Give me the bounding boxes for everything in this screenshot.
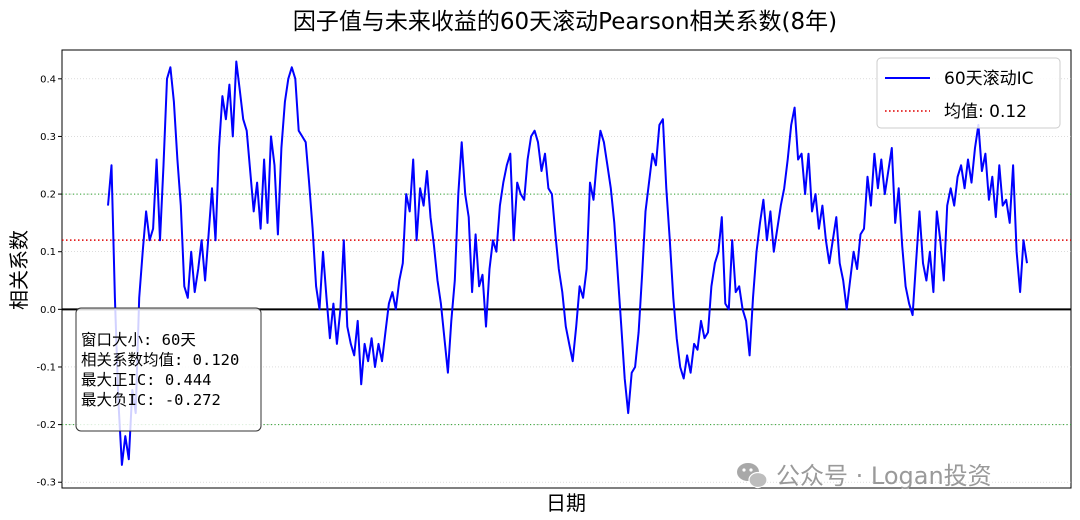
- watermark: 公众号 · Logan投资: [737, 462, 992, 490]
- series-line-ic: [107, 60, 1028, 466]
- legend-box: [876, 57, 1061, 129]
- stats-mean: 相关系数均值: 0.120: [81, 351, 239, 369]
- y-tick-label: -0.3: [36, 478, 56, 489]
- stats-max-positive: 最大正IC: 0.444: [81, 371, 212, 389]
- stats-window: 窗口大小: 60天: [81, 331, 196, 349]
- series-lines: [107, 60, 1028, 466]
- y-tick-label: -0.2: [36, 420, 56, 431]
- legend-label-mean: 均值: 0.12: [944, 102, 1027, 122]
- y-tick-label: 0.3: [40, 132, 56, 143]
- y-tick-label: 0.1: [40, 247, 56, 258]
- y-axis-label: 相关系数: [7, 230, 31, 310]
- x-axis-label: 日期: [546, 491, 586, 515]
- y-tick-label: 0.2: [40, 190, 56, 201]
- watermark-text: 公众号 · Logan投资: [776, 462, 992, 490]
- stats-max-negative: 最大负IC: -0.272: [81, 391, 221, 409]
- stats-box-frame: [75, 307, 262, 432]
- y-tick-label: 0.0: [40, 305, 56, 316]
- y-axis-ticks: -0.3 -0.2 -0.1 0.0 0.1 0.2 0.3 0.4: [36, 74, 62, 489]
- chart-title: 因子值与未来收益的60天滚动Pearson相关系数(8年): [293, 9, 837, 35]
- legend-label-ic: 60天滚动IC: [944, 69, 1034, 89]
- y-tick-label: 0.4: [40, 74, 56, 85]
- legend: 60天滚动IC 均值: 0.12: [876, 57, 1061, 129]
- wechat-icon: [737, 463, 768, 489]
- stats-box: 窗口大小: 60天 相关系数均值: 0.120 最大正IC: 0.444 最大负…: [75, 307, 262, 432]
- y-tick-label: -0.1: [36, 362, 56, 373]
